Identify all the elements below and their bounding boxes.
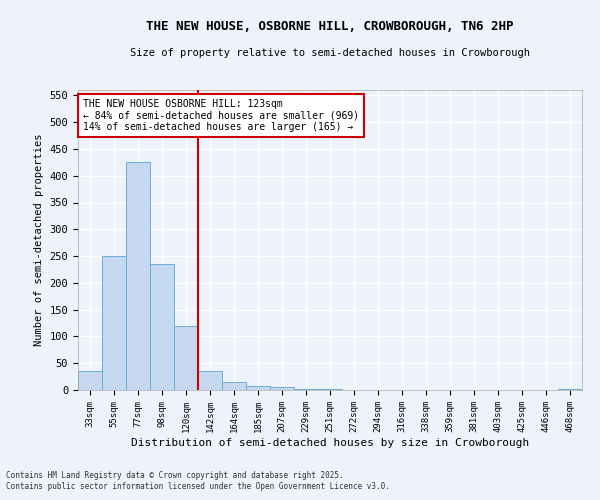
Bar — [174, 326, 198, 390]
Bar — [294, 389, 318, 390]
Bar — [270, 388, 294, 390]
Bar — [198, 371, 222, 390]
Bar — [78, 371, 102, 390]
Text: Contains HM Land Registry data © Crown copyright and database right 2025.: Contains HM Land Registry data © Crown c… — [6, 470, 344, 480]
Bar — [150, 264, 174, 390]
Bar — [102, 256, 126, 390]
Bar — [246, 386, 270, 390]
Bar — [318, 389, 342, 390]
Text: Contains public sector information licensed under the Open Government Licence v3: Contains public sector information licen… — [6, 482, 390, 491]
Y-axis label: Number of semi-detached properties: Number of semi-detached properties — [34, 134, 44, 346]
Text: THE NEW HOUSE, OSBORNE HILL, CROWBOROUGH, TN6 2HP: THE NEW HOUSE, OSBORNE HILL, CROWBOROUGH… — [146, 20, 514, 33]
Bar — [222, 382, 246, 390]
X-axis label: Distribution of semi-detached houses by size in Crowborough: Distribution of semi-detached houses by … — [131, 438, 529, 448]
Bar — [558, 389, 582, 390]
Text: THE NEW HOUSE OSBORNE HILL: 123sqm
← 84% of semi-detached houses are smaller (96: THE NEW HOUSE OSBORNE HILL: 123sqm ← 84%… — [83, 99, 359, 132]
Bar — [126, 162, 150, 390]
Text: Size of property relative to semi-detached houses in Crowborough: Size of property relative to semi-detach… — [130, 48, 530, 58]
